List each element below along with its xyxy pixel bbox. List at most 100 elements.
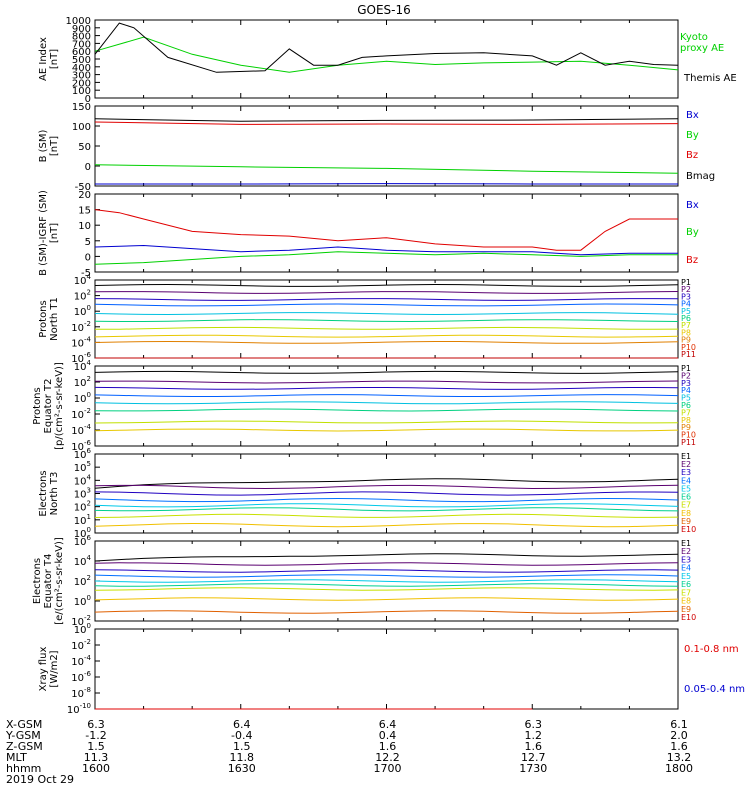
series-line-p_t1-6 bbox=[95, 320, 678, 322]
y-tick-label-xray: 10-8 bbox=[71, 686, 91, 700]
legend-ae-kyoto-2: proxy AE bbox=[680, 43, 724, 54]
series-line-e_t3-3 bbox=[95, 492, 678, 495]
footer-value: 1700 bbox=[373, 763, 403, 775]
y-tick-label-e_t3: 105 bbox=[74, 460, 91, 474]
series-line-ae-1 bbox=[95, 23, 678, 72]
y-tick-label-xray: 10-10 bbox=[67, 702, 91, 716]
footer-value: 1730 bbox=[518, 763, 548, 775]
y-tick-label-e_t4: 106 bbox=[74, 534, 92, 548]
series-line-e_t4-4 bbox=[95, 575, 678, 577]
y-tick-label-p_t1: 104 bbox=[74, 273, 92, 287]
figure-title: GOES-16 bbox=[357, 3, 411, 17]
y-axis-label-xray: Xray flux[W/m2] bbox=[38, 647, 60, 692]
legend-b_sm-by: By bbox=[686, 130, 699, 141]
series-line-e_t4-9 bbox=[95, 611, 678, 613]
legend-b_sm-bx: Bx bbox=[686, 110, 699, 121]
series-line-b_sm-1 bbox=[95, 165, 678, 173]
legend-p_t1-p11: P11 bbox=[681, 350, 696, 359]
series-line-p_t2-8 bbox=[95, 429, 678, 431]
legend-ae-kyoto: Kyoto bbox=[680, 32, 708, 43]
series-line-p_t2-5 bbox=[95, 402, 678, 404]
series-line-p_t2-1 bbox=[95, 371, 678, 373]
series-line-p_t1-7 bbox=[95, 327, 678, 329]
footer-value: 1630 bbox=[227, 763, 257, 775]
y-tick-label-xray: 100 bbox=[74, 622, 91, 636]
y-tick-label-b_igrf: 5 bbox=[85, 237, 91, 248]
y-tick-label-e_t3: 106 bbox=[74, 447, 92, 461]
y-tick-label-p_t2: 10-2 bbox=[71, 407, 91, 421]
y-axis-label-ae: AE Index[nT] bbox=[38, 37, 60, 81]
series-line-e_t3-2 bbox=[95, 485, 678, 488]
legend-b_igrf-by: By bbox=[686, 227, 699, 238]
y-axis-label-e_t3: ElectronsNorth T3 bbox=[38, 470, 60, 516]
series-line-e_t3-6 bbox=[95, 508, 678, 511]
series-line-e_t3-4 bbox=[95, 499, 678, 502]
series-line-e_t4-2 bbox=[95, 563, 678, 565]
panel-frame-xray bbox=[95, 629, 678, 709]
series-line-ae-0 bbox=[95, 37, 678, 72]
legend-b_sm-bmag: Bmag bbox=[686, 171, 715, 182]
y-tick-label-e_t3: 102 bbox=[74, 500, 91, 514]
series-line-e_t4-1 bbox=[95, 554, 678, 561]
series-line-p_t1-2 bbox=[95, 292, 678, 294]
series-line-e_t3-7 bbox=[95, 514, 678, 517]
y-tick-label-b_igrf: 20 bbox=[78, 190, 91, 201]
y-tick-label-b_sm: 0 bbox=[85, 162, 91, 173]
legend-b_igrf-bz: Bz bbox=[686, 255, 698, 266]
y-tick-label-e_t4: 102 bbox=[74, 574, 91, 588]
series-line-p_t1-4 bbox=[95, 304, 678, 306]
series-line-e_t3-5 bbox=[95, 504, 678, 507]
series-line-e_t4-3 bbox=[95, 570, 678, 572]
y-tick-label-xray: 10-2 bbox=[71, 638, 91, 652]
y-tick-label-xray: 10-6 bbox=[71, 670, 91, 684]
panel-frame-e_t3 bbox=[95, 454, 678, 533]
series-line-e_t4-6 bbox=[95, 584, 678, 586]
legend-xray-0: 0.1-0.8 nm bbox=[684, 644, 739, 655]
series-line-p_t1-3 bbox=[95, 299, 678, 301]
y-tick-label-e_t3: 101 bbox=[74, 513, 91, 527]
y-axis-label-p_t2: ProtonsEquator T2[p/(cm²-s-sr-keV)] bbox=[32, 362, 65, 450]
series-line-p_t1-8 bbox=[95, 335, 678, 337]
y-axis-label-p_t1: ProtonsNorth T1 bbox=[38, 297, 60, 341]
legend-e_t3-e10: E10 bbox=[681, 525, 696, 534]
y-tick-label-p_t2: 102 bbox=[74, 375, 91, 389]
series-line-b_sm-3 bbox=[95, 119, 678, 121]
series-line-p_t2-7 bbox=[95, 421, 678, 423]
y-tick-label-b_igrf: 0 bbox=[85, 252, 91, 263]
y-tick-label-p_t1: 102 bbox=[74, 289, 91, 303]
panel-frame-ae bbox=[95, 20, 678, 98]
y-tick-label-ae: 1000 bbox=[66, 16, 91, 27]
footer-value: 1600 bbox=[81, 763, 111, 775]
y-tick-label-e_t3: 103 bbox=[74, 487, 91, 501]
y-tick-label-p_t1: 100 bbox=[74, 304, 91, 318]
legend-b_sm-bz: Bz bbox=[686, 150, 698, 161]
y-tick-label-p_t2: 100 bbox=[74, 391, 91, 405]
y-tick-label-b_sm: 100 bbox=[72, 122, 91, 133]
legend-ae-themis: Themis AE bbox=[683, 73, 737, 84]
y-axis-label-b_igrf: B (SM)-IGRF (SM)[nT] bbox=[38, 190, 60, 276]
y-tick-label-e_t3: 104 bbox=[74, 473, 92, 487]
y-tick-label-p_t1: 10-4 bbox=[71, 335, 91, 349]
y-tick-label-e_t4: 100 bbox=[74, 594, 91, 608]
y-tick-label-b_igrf: 10 bbox=[78, 221, 91, 232]
y-axis-label-b_sm: B (SM)[nT] bbox=[38, 129, 60, 162]
series-line-p_t1-5 bbox=[95, 313, 678, 315]
series-line-e_t3-8 bbox=[95, 524, 678, 527]
legend-e_t4-e10: E10 bbox=[681, 613, 696, 622]
series-line-b_sm-2 bbox=[95, 122, 678, 124]
footer-value: 1800 bbox=[664, 763, 694, 775]
series-line-b_igrf-2 bbox=[95, 210, 678, 251]
series-line-e_t4-8 bbox=[95, 598, 678, 600]
y-tick-label-p_t2: 104 bbox=[74, 359, 92, 373]
series-line-p_t2-4 bbox=[95, 395, 678, 397]
y-tick-label-b_igrf: 15 bbox=[78, 206, 91, 217]
legend-p_t2-p11: P11 bbox=[681, 438, 696, 447]
series-line-b_igrf-1 bbox=[95, 252, 678, 265]
y-tick-label-b_sm: 150 bbox=[72, 102, 91, 113]
y-tick-label-p_t1: 10-2 bbox=[71, 320, 91, 334]
footer-date: 2019 Oct 29 bbox=[6, 774, 74, 786]
legend-b_igrf-bx: Bx bbox=[686, 200, 699, 211]
y-axis-label-e_t4: ElectronsEquator T4[e/(cm²-s-sr-keV)] bbox=[32, 537, 65, 625]
